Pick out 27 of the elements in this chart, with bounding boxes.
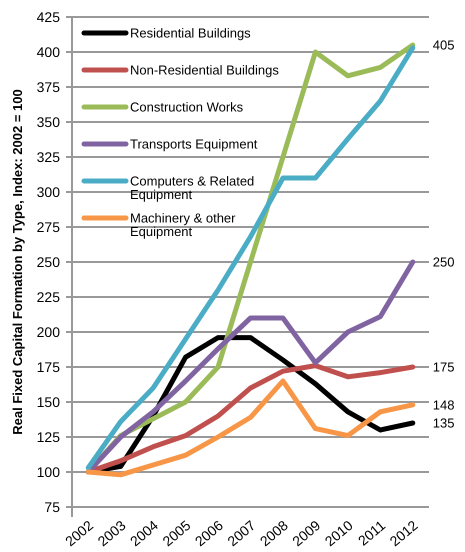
y-tick-label: 275 xyxy=(36,218,60,235)
legend-label: Residential Buildings xyxy=(130,26,252,41)
y-tick-label: 300 xyxy=(36,184,60,200)
y-tick-label: 325 xyxy=(36,148,60,165)
y-tick-label: 225 xyxy=(36,288,60,305)
y-tick-label: 200 xyxy=(36,324,60,340)
legend-label: Non-Residential Buildings xyxy=(130,62,280,78)
y-tick-label: 400 xyxy=(36,44,60,60)
y-tick-label: 150 xyxy=(36,394,60,410)
annotation: 250 xyxy=(432,254,454,270)
legend-label: Construction Works xyxy=(130,100,244,115)
annotation: 148 xyxy=(432,397,454,412)
annotation: 135 xyxy=(432,416,454,431)
y-tick-label: 425 xyxy=(36,8,60,25)
y-tick-label: 125 xyxy=(36,428,60,445)
y-axis-title: Real Fixed Capital Formation by Type, Index: 2002 = 100 xyxy=(10,89,25,435)
y-tick-label: 250 xyxy=(36,254,60,270)
y-tick-label: 350 xyxy=(36,114,60,130)
y-tick-label: 175 xyxy=(36,358,60,375)
y-tick-label: 100 xyxy=(36,464,60,480)
legend-label: Computers & Related Equipment xyxy=(130,174,254,202)
annotation: 175 xyxy=(432,360,454,375)
y-tick-label: 75 xyxy=(44,498,60,515)
legend-label: Machinery & other Equipment xyxy=(130,210,236,240)
y-tick-label: 375 xyxy=(36,78,60,95)
legend-label: Transports Equipment xyxy=(130,136,258,152)
annotation: 405 xyxy=(432,38,454,53)
